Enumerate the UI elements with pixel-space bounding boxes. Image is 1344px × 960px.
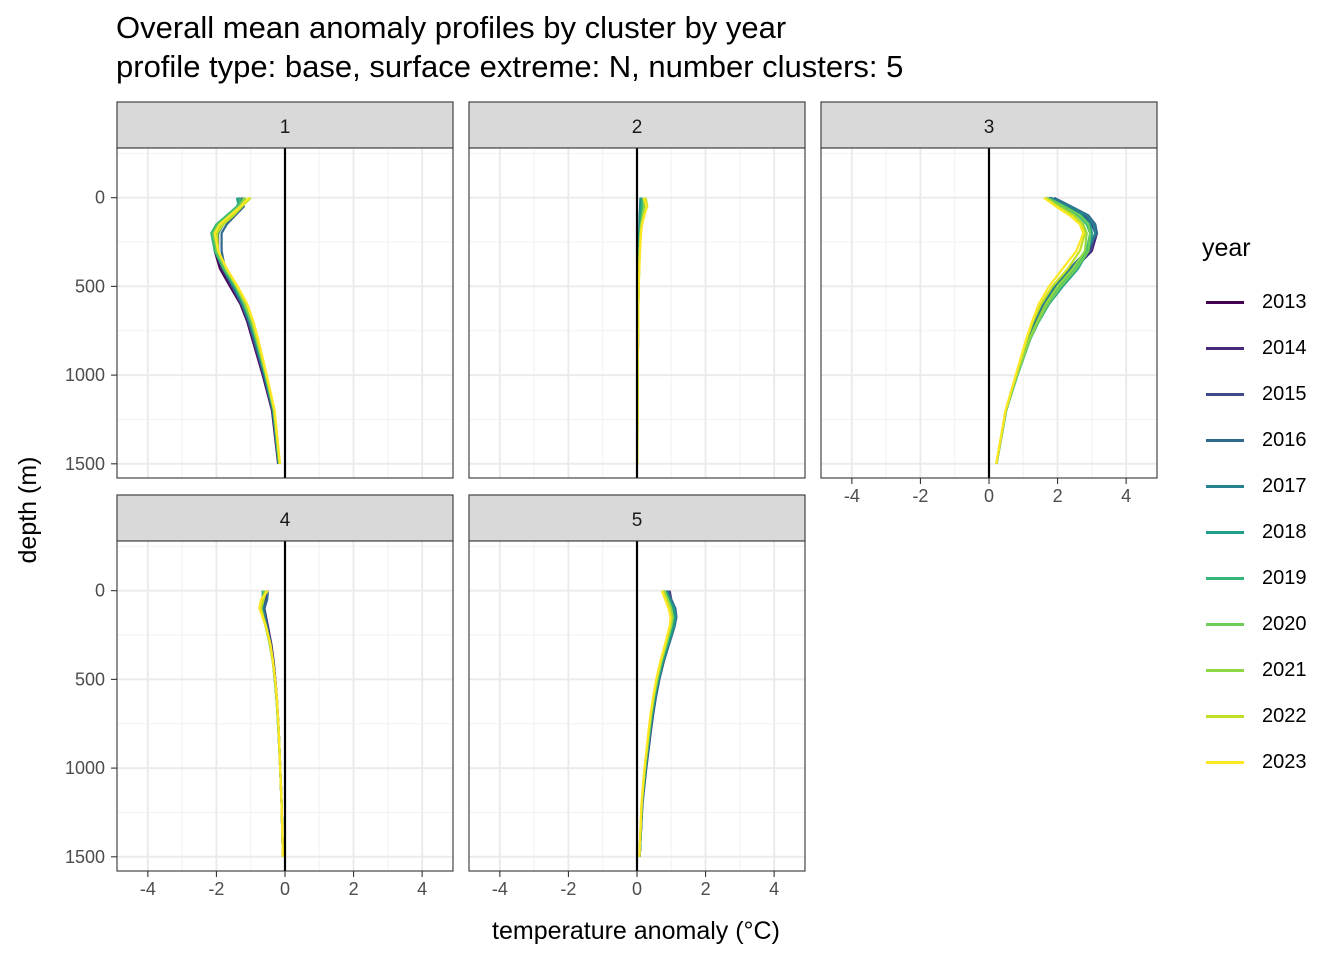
- facet-panel-4: 4 -4 -2 0 2 4 0 500 1000 1500: [65, 494, 454, 899]
- legend-title: year: [1202, 234, 1251, 262]
- facet-panel-3: 3 -4 -2 0 2 4: [820, 101, 1158, 506]
- panel-border: [468, 147, 806, 479]
- x-tick-label: 2: [1053, 486, 1063, 506]
- legend-label: 2019: [1262, 567, 1307, 589]
- facet-strip: [116, 494, 454, 542]
- legend-key-2014: [1206, 347, 1244, 350]
- legend-label: 2016: [1262, 429, 1307, 451]
- x-tick-label: 0: [632, 879, 642, 899]
- x-tick-label: 4: [417, 879, 427, 899]
- x-tick-label: 4: [769, 879, 779, 899]
- legend-key-2021: [1206, 669, 1244, 672]
- x-axis-label: temperature anomaly (°C): [492, 917, 780, 945]
- legend-key-2016: [1206, 439, 1244, 442]
- legend-label: 2017: [1262, 475, 1307, 497]
- profile-line-2023: [995, 196, 1085, 464]
- legend-label: 2021: [1262, 659, 1307, 681]
- legend-key-2020: [1206, 623, 1244, 626]
- chart-subtitle: profile type: base, surface extreme: N, …: [116, 49, 904, 84]
- y-tick-label: 1000: [65, 758, 105, 778]
- legend-label: 2020: [1262, 613, 1307, 635]
- x-tick-label: -2: [912, 486, 928, 506]
- y-tick-label: 0: [95, 581, 105, 601]
- legend-label: 2022: [1262, 705, 1307, 727]
- legend-key-2019: [1206, 577, 1244, 580]
- legend-label: 2023: [1262, 751, 1307, 773]
- legend-key-2018: [1206, 531, 1244, 534]
- chart-title: Overall mean anomaly profiles by cluster…: [116, 10, 787, 45]
- facet-strip-label: 3: [984, 117, 995, 138]
- y-tick-label: 1500: [65, 847, 105, 867]
- panel-border: [116, 147, 454, 479]
- x-tick-label: -4: [140, 879, 156, 899]
- x-tick-label: -4: [844, 486, 860, 506]
- legend-label: 2015: [1262, 383, 1307, 405]
- legend-label: 2018: [1262, 521, 1307, 543]
- y-tick-label: 500: [75, 276, 105, 296]
- legend-key-2015: [1206, 393, 1244, 396]
- facet-strip: [468, 494, 806, 542]
- legend-label: 2013: [1262, 291, 1307, 313]
- legend-label: 2014: [1262, 337, 1307, 359]
- y-tick-label: 1000: [65, 365, 105, 385]
- y-tick-label: 1500: [65, 454, 105, 474]
- facet-strip: [468, 101, 806, 149]
- legend-key-2013: [1206, 301, 1244, 304]
- facet-strip-label: 5: [632, 510, 643, 531]
- x-tick-label: 2: [349, 879, 359, 899]
- x-tick-label: 2: [701, 879, 711, 899]
- legend-key-2017: [1206, 485, 1244, 488]
- x-tick-label: -4: [492, 879, 508, 899]
- facet-panel-5: 5 -4 -2 0 2 4: [468, 494, 806, 899]
- facet-strip-label: 4: [280, 510, 291, 531]
- x-tick-label: 0: [280, 879, 290, 899]
- facet-strip: [820, 101, 1158, 149]
- facet-strip-label: 1: [280, 117, 291, 138]
- facet-panel-2: 2: [468, 101, 806, 479]
- legend-key-2023: [1206, 761, 1244, 764]
- legend-key-2022: [1206, 715, 1244, 718]
- x-tick-label: -2: [560, 879, 576, 899]
- y-tick-label: 0: [95, 188, 105, 208]
- y-axis-label: depth (m): [14, 457, 42, 564]
- facet-panel-1: 1 0 500 1000 1500: [65, 101, 454, 479]
- profile-line-2023: [258, 590, 284, 857]
- facet-strip-label: 2: [632, 117, 643, 138]
- x-tick-label: 0: [984, 486, 994, 506]
- profile-line-2023: [213, 196, 281, 464]
- x-tick-label: 4: [1121, 486, 1131, 506]
- y-tick-label: 500: [75, 669, 105, 689]
- x-tick-label: -2: [208, 879, 224, 899]
- profile-line-2023: [638, 590, 672, 857]
